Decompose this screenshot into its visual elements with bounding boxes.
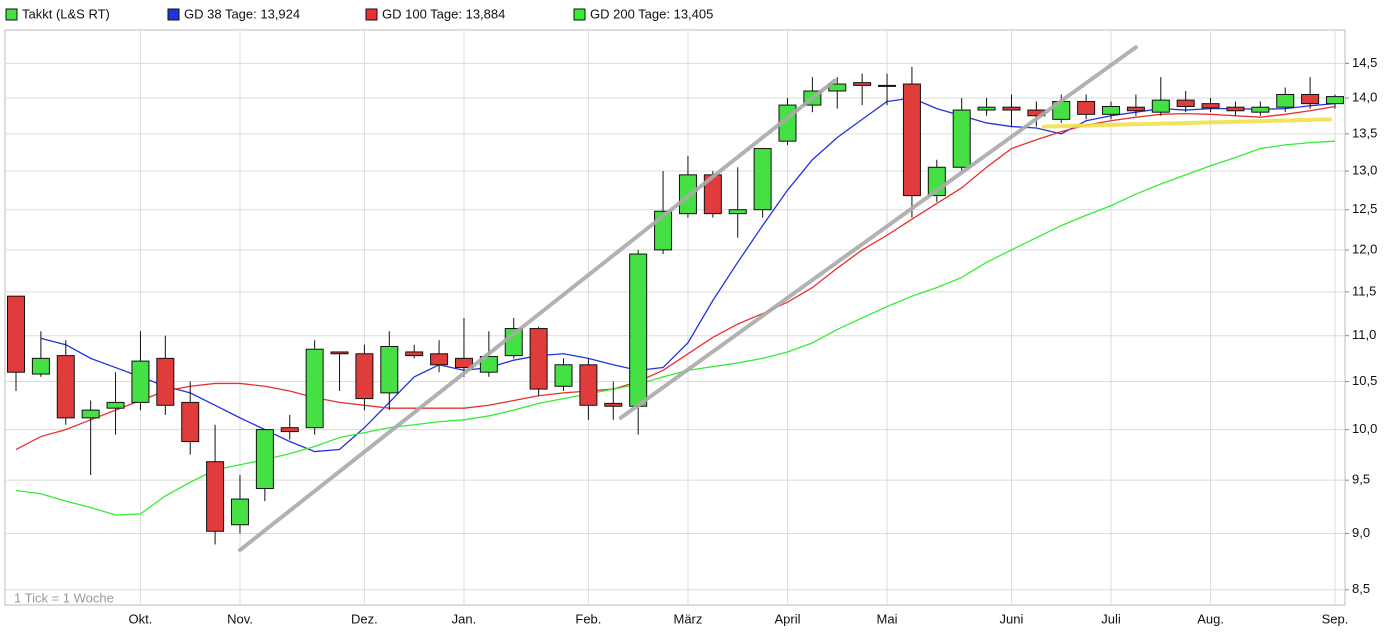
candle-body bbox=[330, 351, 349, 355]
candle-body bbox=[728, 209, 747, 215]
candle-body bbox=[454, 357, 473, 369]
candle-body bbox=[255, 429, 274, 490]
trend-line bbox=[237, 78, 837, 553]
candle-body bbox=[1301, 93, 1320, 105]
candle-body bbox=[56, 355, 75, 419]
candle-body bbox=[878, 84, 897, 87]
legend-label: Takkt (L&S RT) bbox=[22, 6, 110, 21]
candle-body bbox=[31, 357, 50, 375]
candle-body bbox=[604, 402, 623, 407]
y-tick-label: 12,5 bbox=[1352, 201, 1377, 216]
moving-average-line bbox=[15, 140, 1336, 516]
legend-label: GD 38 Tage: 13,924 bbox=[184, 6, 300, 21]
candle-body bbox=[753, 148, 772, 211]
y-tick-label: 13,0 bbox=[1352, 162, 1377, 177]
candle-body bbox=[355, 353, 374, 400]
x-tick-label: Aug. bbox=[1197, 611, 1224, 626]
candle-body bbox=[1002, 106, 1021, 111]
candle-body bbox=[81, 409, 100, 419]
candle-body bbox=[529, 328, 548, 390]
candle-body bbox=[902, 83, 921, 197]
y-tick-label: 14,5 bbox=[1352, 55, 1377, 70]
candle-body bbox=[156, 357, 175, 406]
candle-body bbox=[853, 82, 872, 86]
candle-body bbox=[1102, 105, 1121, 115]
legend-swatch bbox=[167, 8, 180, 21]
candle-body bbox=[230, 498, 249, 526]
candle-body bbox=[380, 346, 399, 394]
candle-body bbox=[479, 356, 498, 373]
candle-body bbox=[1077, 101, 1096, 115]
candle-body bbox=[1201, 103, 1220, 109]
candle-body bbox=[1326, 96, 1344, 105]
candle-body bbox=[430, 353, 449, 366]
candle-body bbox=[629, 253, 648, 407]
candle-body bbox=[1176, 99, 1195, 107]
candle-body bbox=[977, 106, 996, 111]
candle-body bbox=[1251, 106, 1270, 113]
y-tick-label: 10,0 bbox=[1352, 421, 1377, 436]
legend-swatch bbox=[365, 8, 378, 21]
x-tick-label: Jan. bbox=[452, 611, 477, 626]
legend-swatch bbox=[5, 8, 18, 21]
candle-body bbox=[280, 427, 299, 433]
candle-body bbox=[1226, 106, 1245, 112]
x-tick-label: Juli bbox=[1101, 611, 1121, 626]
trend-line bbox=[618, 45, 1138, 420]
x-tick-label: Okt. bbox=[129, 611, 153, 626]
candle-body bbox=[7, 295, 25, 373]
candle-body bbox=[554, 364, 573, 387]
trend-line bbox=[1041, 117, 1333, 129]
x-tick-label: März bbox=[673, 611, 702, 626]
candle-body bbox=[1276, 93, 1295, 108]
x-tick-label: Dez. bbox=[351, 611, 378, 626]
x-tick-label: Mai bbox=[877, 611, 898, 626]
y-tick-label: 12,0 bbox=[1352, 241, 1377, 256]
annotation: 1 Tick = 1 Woche bbox=[14, 590, 114, 605]
candle-body bbox=[1151, 99, 1170, 113]
legend-label: GD 200 Tage: 13,405 bbox=[590, 6, 713, 21]
candle-body bbox=[181, 401, 200, 443]
x-tick-label: April bbox=[774, 611, 800, 626]
y-tick-label: 8,5 bbox=[1352, 581, 1370, 596]
candle-body bbox=[952, 109, 971, 168]
candle-body bbox=[579, 364, 598, 406]
x-tick-label: Sep. bbox=[1322, 611, 1349, 626]
moving-average-line bbox=[15, 105, 1336, 451]
y-tick-label: 9,5 bbox=[1352, 472, 1370, 487]
y-tick-label: 14,0 bbox=[1352, 89, 1377, 104]
x-tick-label: Feb. bbox=[575, 611, 601, 626]
x-tick-label: Nov. bbox=[227, 611, 253, 626]
candle-body bbox=[206, 461, 225, 532]
y-tick-label: 9,0 bbox=[1352, 525, 1370, 540]
candle-body bbox=[1126, 106, 1145, 112]
legend-swatch bbox=[573, 8, 586, 21]
y-tick-label: 13,5 bbox=[1352, 125, 1377, 140]
y-tick-label: 11,0 bbox=[1352, 327, 1376, 342]
x-tick-label: Juni bbox=[1000, 611, 1024, 626]
candle-body bbox=[106, 401, 125, 409]
legend-label: GD 100 Tage: 13,884 bbox=[382, 6, 505, 21]
y-tick-label: 10,5 bbox=[1352, 373, 1377, 388]
candle-body bbox=[405, 351, 424, 357]
candle-body bbox=[131, 360, 150, 403]
candle-body bbox=[305, 348, 324, 429]
y-tick-label: 11,5 bbox=[1352, 283, 1376, 298]
